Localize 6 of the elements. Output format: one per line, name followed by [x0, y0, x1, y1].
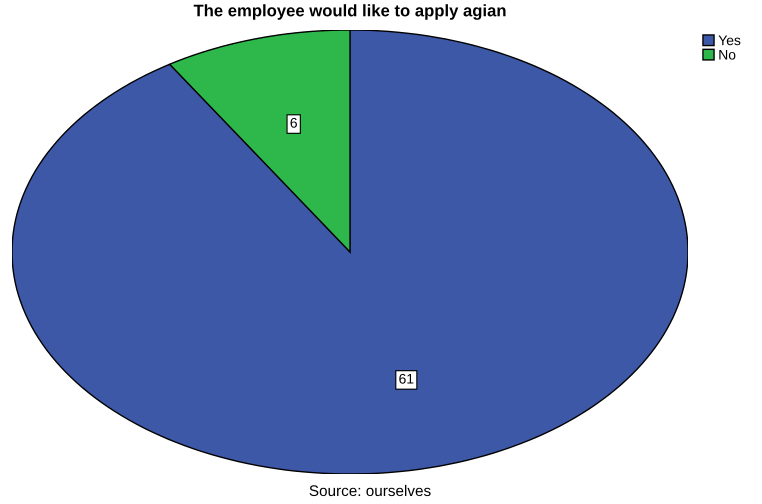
data-label: 61 — [399, 374, 414, 384]
legend-label: No — [719, 50, 736, 60]
source-note: Source: ourselves — [310, 484, 431, 496]
data-label: 6 — [290, 118, 297, 128]
legend-label: Yes — [718, 36, 740, 46]
chart-title: The employee would like to apply agian — [194, 4, 506, 20]
